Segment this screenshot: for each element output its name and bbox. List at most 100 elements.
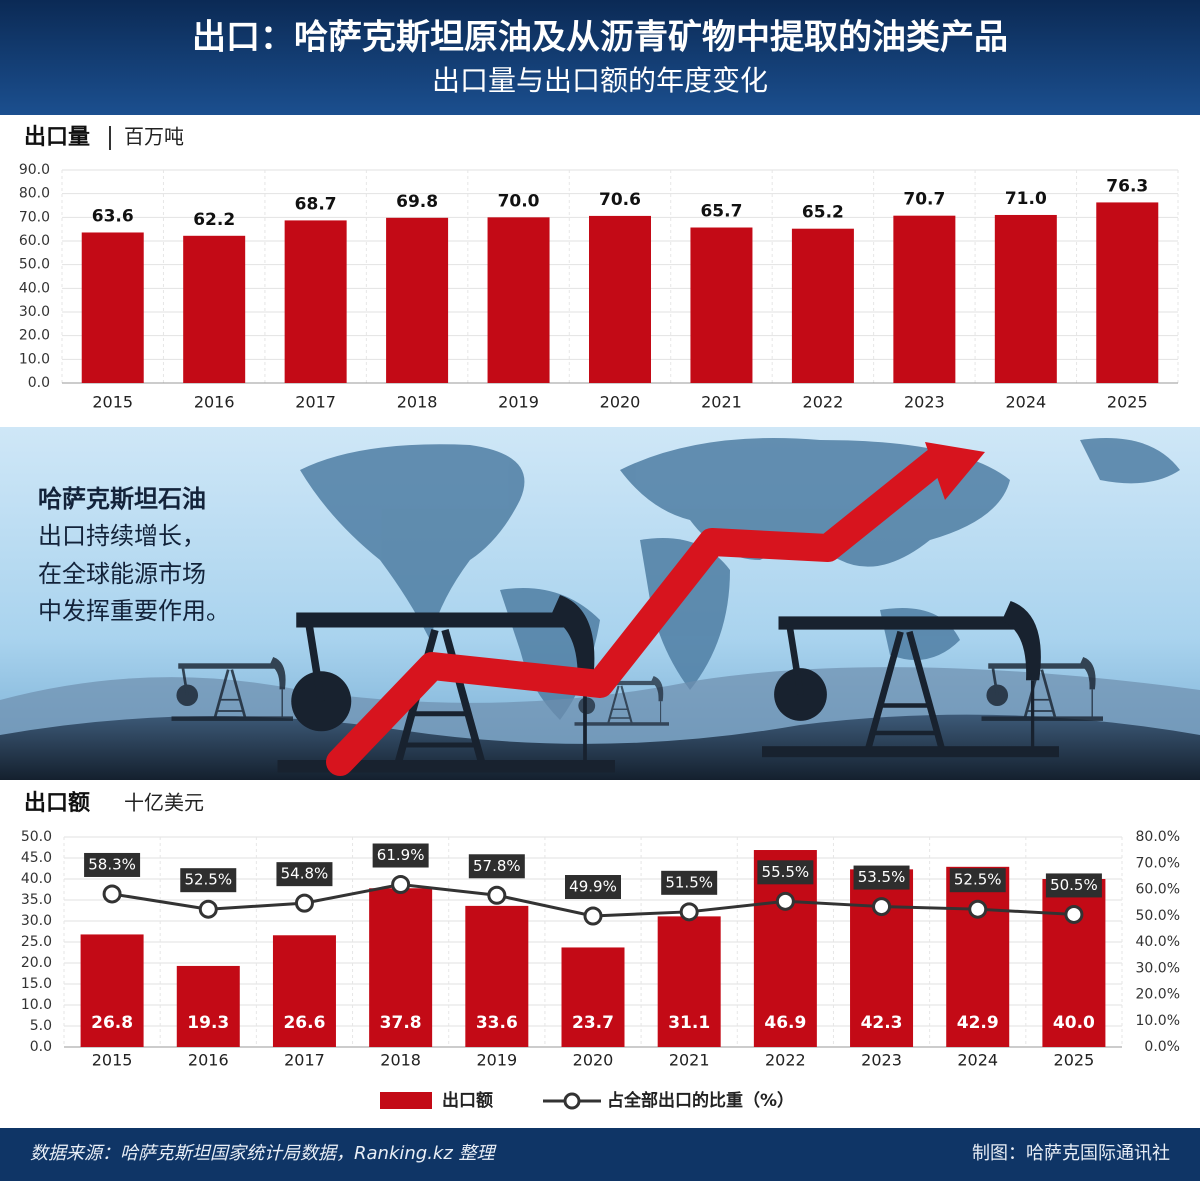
- x-tick-label: 2020: [573, 1051, 614, 1070]
- x-tick-label: 2023: [861, 1051, 902, 1070]
- bar: [589, 215, 651, 383]
- legend-label: 出口额: [442, 1090, 493, 1111]
- legend-swatch: [380, 1092, 432, 1109]
- bar: [690, 227, 753, 383]
- value-label: 37.8: [380, 1013, 422, 1033]
- growth-arrow: [326, 442, 985, 776]
- x-tick-label: 2024: [1005, 393, 1046, 412]
- header-bg: [0, 0, 1200, 115]
- value-label-box: [276, 862, 333, 887]
- x-tick-label: 2019: [476, 1051, 517, 1070]
- bar: [176, 965, 240, 1047]
- value-label: 40.0: [1053, 1013, 1095, 1033]
- line-point: [968, 899, 988, 919]
- bar: [284, 220, 347, 383]
- value-label-box: [661, 870, 718, 895]
- y-tick-label: 20.0: [19, 328, 50, 344]
- y-tick-label: 0.0: [30, 1039, 52, 1055]
- bar: [81, 232, 144, 383]
- axis-unit: 百万吨: [124, 125, 184, 149]
- value-label: 54.8%: [281, 865, 329, 883]
- banner-text: 中发挥重要作用。: [38, 597, 230, 625]
- x-tick-label: 2015: [92, 393, 133, 412]
- x-tick-label: 2018: [397, 393, 438, 412]
- y2-tick-label: 20.0%: [1136, 987, 1180, 1003]
- chart-title: 出口额: [24, 791, 90, 816]
- value-label-box: [757, 860, 814, 885]
- bar: [657, 916, 721, 1047]
- x-tick-label: 2016: [194, 393, 235, 412]
- line-point: [679, 902, 699, 922]
- legend-label: 占全部出口的比重（%）: [607, 1090, 794, 1111]
- x-tick-label: 2022: [803, 393, 844, 412]
- y-tick-label: 40.0: [19, 280, 50, 296]
- value-label: 71.0: [1005, 189, 1047, 209]
- value-label: 69.8: [396, 192, 438, 212]
- x-tick-label: 2021: [701, 393, 742, 412]
- value-label-box: [853, 865, 910, 890]
- page-title: 出口：哈萨克斯坦原油及从沥青矿物中提取的油类产品: [192, 18, 1008, 58]
- credit: 制图：哈萨克国际通讯社: [972, 1143, 1170, 1164]
- value-label-box: [468, 854, 525, 879]
- value-label: 52.5%: [954, 871, 1002, 889]
- line-point: [198, 899, 218, 919]
- value-label: 31.1: [668, 1013, 710, 1033]
- value-label-box: [565, 875, 621, 900]
- y-tick-label: 30.0: [19, 304, 50, 320]
- bar: [386, 217, 449, 383]
- value-label: 42.9: [957, 1013, 999, 1033]
- y2-tick-label: 60.0%: [1136, 882, 1180, 898]
- value-label: 58.3%: [88, 855, 136, 873]
- y-tick-label: 25.0: [21, 934, 52, 950]
- footer-bg: [0, 1128, 1200, 1181]
- value-label: 70.7: [903, 190, 945, 210]
- y2-tick-label: 40.0%: [1136, 934, 1180, 950]
- y-tick-label: 5.0: [30, 1018, 52, 1034]
- value-label: 76.3: [1106, 176, 1148, 196]
- line-point: [583, 906, 603, 926]
- banner-text: 在全球能源市场: [38, 560, 206, 588]
- bar: [994, 214, 1057, 383]
- value-label-box: [1045, 873, 1102, 898]
- bar: [561, 947, 625, 1047]
- x-tick-label: 2025: [1054, 1051, 1095, 1070]
- banner-text: 哈萨克斯坦石油: [38, 485, 206, 513]
- banner: 哈萨克斯坦石油 出口持续增长， 在全球能源市场 中发挥重要作用。: [0, 427, 1200, 780]
- line-point: [1064, 904, 1084, 924]
- value-label: 26.6: [283, 1013, 325, 1033]
- y-tick-label: 40.0: [21, 871, 52, 887]
- bar: [946, 866, 1010, 1047]
- value-label: 68.7: [295, 194, 337, 214]
- y-tick-label: 15.0: [21, 976, 52, 992]
- value-label-box: [84, 852, 141, 877]
- x-tick-label: 2025: [1107, 393, 1148, 412]
- x-tick-label: 2022: [765, 1051, 806, 1070]
- bar: [465, 905, 529, 1047]
- banner-text: 出口持续增长，: [38, 522, 206, 550]
- value-label: 51.5%: [665, 873, 713, 891]
- y-tick-label: 80.0: [19, 186, 50, 202]
- y2-tick-label: 50.0%: [1136, 908, 1180, 924]
- y-tick-label: 30.0: [21, 913, 52, 929]
- chart-title: 出口量: [24, 125, 90, 150]
- x-tick-label: 2015: [92, 1051, 133, 1070]
- line-point: [391, 875, 411, 895]
- value-label: 33.6: [476, 1013, 518, 1033]
- y-tick-label: 10.0: [19, 351, 50, 367]
- x-tick-label: 2016: [188, 1051, 229, 1070]
- value-label: 42.3: [861, 1013, 903, 1033]
- y2-tick-label: 70.0%: [1136, 855, 1180, 871]
- x-tick-label: 2023: [904, 393, 945, 412]
- x-tick-label: 2017: [284, 1051, 325, 1070]
- value-label: 19.3: [187, 1013, 229, 1033]
- x-tick-label: 2017: [295, 393, 336, 412]
- line-point: [487, 885, 507, 905]
- value-label: 46.9: [764, 1013, 806, 1033]
- value-label: 53.5%: [858, 868, 906, 886]
- value-label-box: [949, 868, 1006, 893]
- line-point: [294, 893, 314, 913]
- bar: [369, 888, 433, 1047]
- legend-swatch: [563, 1092, 581, 1110]
- x-tick-label: 2020: [600, 393, 641, 412]
